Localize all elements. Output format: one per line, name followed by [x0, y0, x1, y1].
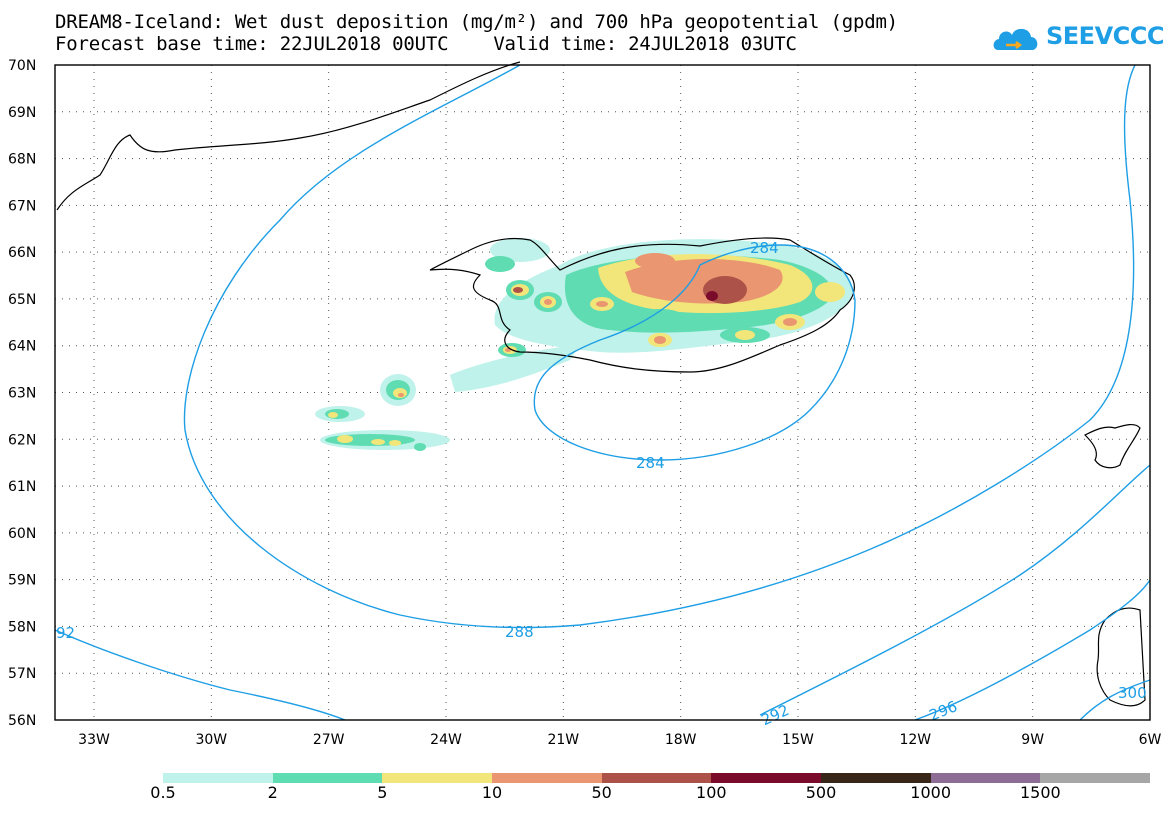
legend-label: 0.5 [150, 783, 176, 802]
legend-label: 50 [591, 783, 612, 802]
legend-label: 500 [805, 783, 837, 802]
lon-label: 33W [78, 732, 110, 748]
lat-label: 59N [8, 573, 36, 589]
legend-swatch [163, 773, 273, 783]
legend-colorbar [163, 773, 1151, 783]
legend-swatch [821, 773, 931, 783]
lat-label: 64N [8, 339, 36, 355]
legend-label: 100 [696, 783, 727, 802]
lat-label: 70N [8, 58, 36, 74]
lat-label: 69N [8, 105, 36, 121]
cloud-icon [993, 28, 1038, 50]
legend-swatch [492, 773, 602, 783]
lat-label: 66N [8, 245, 36, 261]
latitude-labels: 70N 69N 68N 67N 66N 65N 64N 63N 62N 61N 60N 59N 58N 5… [8, 58, 36, 729]
legend-swatch [382, 773, 493, 783]
lon-label: 12W [899, 732, 931, 748]
legend-label: 2 [267, 783, 278, 802]
lat-label: 63N [8, 386, 36, 402]
lon-label: 27W [313, 732, 345, 748]
contour-label-292: 292 [758, 701, 792, 729]
legend-swatch [1040, 773, 1151, 783]
lat-label: 61N [8, 479, 36, 495]
legend-label: 10 [481, 783, 503, 802]
contour-label-284-south: 284 [636, 454, 665, 472]
contour-label-300: 300 [1118, 684, 1147, 702]
legend-swatch [711, 773, 822, 783]
lon-label: 9W [1021, 732, 1044, 748]
legend-label: 5 [377, 783, 388, 802]
lat-label: 62N [8, 432, 36, 448]
lat-label: 65N [8, 292, 36, 308]
contour-label-292-west: 92 [56, 624, 75, 642]
legend-swatch [930, 773, 1041, 783]
legend-label: 1000 [910, 783, 952, 802]
legend-label: 1500 [1019, 783, 1061, 802]
dust-deposition-field [315, 238, 853, 451]
map-frame [54, 64, 1151, 721]
contour-label-288: 288 [505, 623, 534, 641]
forecast-time-line: Forecast base time: 22JUL2018 00UTC Vali… [55, 33, 797, 55]
latitude-grid [55, 111, 1150, 674]
lon-label: 24W [430, 732, 462, 748]
geopotential-contours [54, 64, 1151, 721]
logo-text: SEEVCCC [1046, 22, 1165, 50]
lat-label: 56N [8, 713, 36, 729]
lat-label: 58N [8, 619, 36, 635]
lon-label: 18W [665, 732, 697, 748]
lon-label: 6W [1139, 732, 1162, 748]
lon-label: 30W [195, 732, 227, 748]
lat-label: 68N [8, 152, 36, 168]
longitude-grid [93, 65, 1034, 720]
lat-label: 57N [8, 666, 36, 682]
coastlines [56, 61, 1146, 707]
legend-swatch [601, 773, 712, 783]
lat-label: 67N [8, 198, 36, 214]
lon-label: 21W [547, 732, 579, 748]
map-title: DREAM8-Iceland: Wet dust deposition (mg/… [55, 11, 898, 33]
legend-swatch [272, 773, 383, 783]
contour-label-284-north: 284 [750, 239, 779, 257]
longitude-labels: 33W 30W 27W 24W 21W 18W 15W 12W 9W 6W [78, 732, 1161, 748]
lon-label: 15W [782, 732, 814, 748]
lat-label: 60N [8, 526, 36, 542]
